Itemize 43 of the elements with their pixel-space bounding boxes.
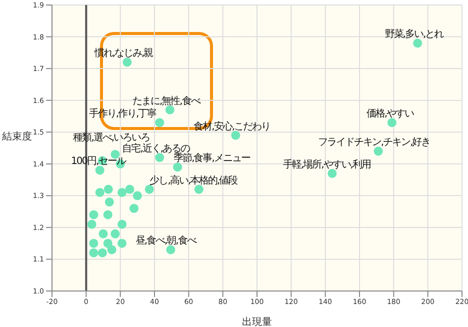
point (231, 130, 240, 140)
point (104, 198, 114, 207)
x-axis-title: 出現量 (242, 316, 272, 327)
annotation: フライドチキン,チキン,好き (318, 137, 430, 148)
point (413, 38, 422, 48)
annotation: 野菜,多い,とれ (384, 28, 444, 40)
point (107, 245, 116, 254)
point (144, 184, 154, 194)
point (98, 229, 108, 238)
point (89, 248, 98, 258)
y-axis-title: 結束度 (1, 130, 32, 142)
point (103, 210, 112, 220)
annotation: 手軽,場所,やすい,利用 (282, 158, 371, 170)
point (87, 220, 96, 229)
point (89, 238, 98, 248)
point (95, 166, 104, 175)
point (103, 238, 112, 248)
point (125, 184, 134, 194)
point (122, 58, 132, 67)
point (132, 191, 142, 200)
point (118, 188, 127, 197)
point (89, 210, 98, 220)
point (165, 105, 174, 114)
annotation: 昼,食べ,朝,食べ (135, 234, 197, 247)
annotation: 季節,食事,メニュー (174, 152, 251, 164)
annotation: たまに,無性,食べ (132, 94, 201, 107)
point (387, 118, 396, 128)
point (194, 184, 204, 194)
point (104, 184, 113, 194)
point (95, 188, 104, 197)
point (173, 162, 182, 172)
point (110, 229, 120, 238)
point (166, 245, 176, 254)
point (374, 146, 383, 156)
point (118, 238, 127, 248)
annotation: 少し,高い,本格的,値段 (150, 174, 238, 186)
point (155, 153, 164, 162)
point (129, 204, 139, 213)
point (118, 220, 127, 229)
point (328, 168, 337, 178)
point (155, 118, 164, 128)
point (98, 248, 107, 258)
annotation: 価格,やすい (366, 108, 415, 120)
